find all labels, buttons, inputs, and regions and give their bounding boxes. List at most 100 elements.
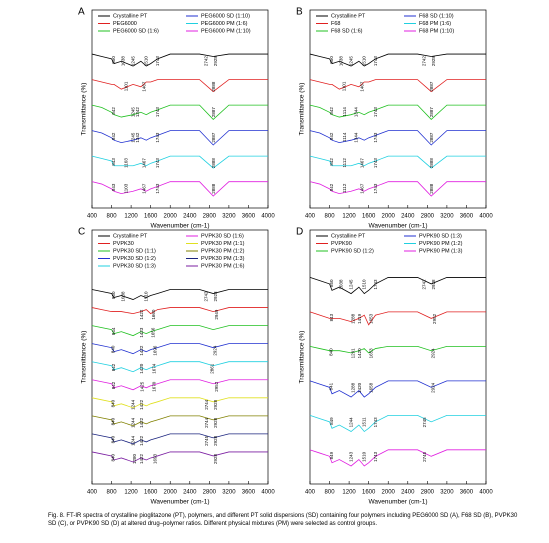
peak-label: 842 — [111, 132, 116, 140]
x-tick-label: 2800 — [203, 214, 217, 220]
peak-label: 1344 — [353, 132, 358, 143]
peak-label: 2887 — [429, 107, 434, 118]
peak-label: 1693 — [152, 453, 157, 464]
spectrum-line — [309, 277, 486, 295]
peak-label: 1245 — [348, 56, 353, 67]
panel-label: B — [296, 7, 303, 18]
peak-label: 842 — [111, 107, 116, 115]
legend-label: PVPK90 PM (1:2) — [419, 241, 463, 247]
peak-label: 2928 — [213, 56, 218, 67]
spectrum-line — [91, 343, 268, 355]
peak-label: 1291 — [351, 348, 356, 359]
peak-label: 1038 — [120, 291, 125, 302]
x-tick-label: 800 — [107, 214, 118, 220]
peak-label: 842 — [329, 107, 334, 115]
spectrum-line — [309, 104, 486, 121]
x-tick-label: 1200 — [342, 490, 356, 496]
x-tick-label: 3600 — [242, 214, 256, 220]
x-tick-label: 3600 — [242, 490, 256, 496]
peak-label: 840 — [111, 345, 116, 353]
peak-label: 1743 — [373, 158, 378, 169]
spectrum-line — [91, 325, 268, 337]
x-tick-label: 3200 — [440, 214, 454, 220]
peak-label: 2928 — [213, 417, 218, 428]
peak-label: 2928 — [213, 291, 218, 302]
peak-label: 1288 — [351, 382, 356, 393]
legend-label: PVPK30 PM (1:3) — [201, 256, 245, 262]
x-tick-label: 4000 — [261, 490, 275, 496]
peak-label: 1038 — [338, 279, 343, 290]
legend-label: F68 SD (1:10) — [419, 13, 454, 19]
peak-label: 2744 — [204, 399, 209, 410]
peak-label: 2928 — [431, 56, 436, 67]
peak-label: 1467 — [141, 183, 146, 194]
spectrum-line — [91, 104, 268, 121]
x-tick-label: 3600 — [460, 214, 474, 220]
x-tick-label: 1600 — [362, 214, 376, 220]
peak-label: 2928 — [213, 435, 218, 446]
peak-label: 1696 — [153, 345, 158, 356]
x-tick-label: 2000 — [164, 214, 178, 220]
spectrum-line — [91, 155, 268, 169]
legend-box — [312, 12, 484, 41]
spectrum-line — [309, 79, 486, 93]
y-axis-label: Transmittance (%) — [299, 331, 306, 384]
peak-label: 1743 — [373, 417, 378, 428]
peak-label: 1245 — [130, 107, 135, 118]
spectrum-line — [309, 311, 486, 326]
peak-label: 1103 — [124, 158, 129, 168]
peak-label: 1658 — [369, 382, 374, 393]
peak-label: 840 — [111, 417, 116, 425]
x-tick-label: 400 — [305, 214, 316, 220]
peak-label: 1467 — [141, 81, 146, 92]
legend-label: PVPK30 SD (1:1) — [113, 248, 156, 254]
spectrum-line — [309, 345, 486, 354]
peak-label: 1743 — [155, 132, 160, 143]
legend-label: PVPK30 PM (1:6) — [201, 263, 245, 269]
caption: Fig. 8. FT-IR spectra of crystalline pio… — [48, 513, 518, 527]
peak-label: 850 — [111, 56, 116, 64]
x-tick-label: 4000 — [261, 214, 275, 220]
peak-label: 1422 — [139, 417, 144, 428]
peak-label: 2745 — [204, 435, 209, 446]
x-axis-label: Wavenumber (cm-1) — [369, 499, 428, 506]
peak-label: 2742 — [422, 56, 427, 67]
peak-label: 2887 — [211, 107, 216, 118]
peak-label: 1101 — [341, 81, 346, 91]
peak-label: 1743 — [373, 132, 378, 143]
peak-label: 2928 — [213, 399, 218, 410]
peak-label: 1244 — [348, 417, 353, 428]
plot-frame — [91, 229, 269, 485]
peak-label: 843 — [111, 158, 116, 166]
peak-label: 1420 — [357, 382, 362, 393]
spectrum-line — [309, 414, 486, 433]
peak-label: 1510 — [361, 279, 366, 290]
peak-label: 842 — [329, 183, 334, 191]
peak-label: 1467 — [141, 158, 146, 169]
x-tick-label: 400 — [87, 490, 98, 496]
spectrum-line — [91, 307, 268, 315]
peak-label: 850 — [329, 279, 334, 287]
peak-label: 842 — [111, 381, 116, 389]
plot-frame — [309, 9, 487, 209]
x-tick-label: 2400 — [401, 214, 415, 220]
peak-label: 2924 — [213, 345, 218, 356]
spectrum-line — [91, 289, 268, 300]
x-axis-label: Wavenumber (cm-1) — [369, 223, 428, 230]
peak-label: 1038 — [338, 56, 343, 67]
peak-label: 1510 — [143, 56, 148, 67]
legend-box — [94, 12, 266, 41]
legend-label: F68 PM (1:6) — [419, 21, 451, 27]
peak-label: 2742 — [204, 291, 209, 302]
peak-label: 849 — [329, 451, 334, 459]
legend-label: PEG6000 PM (1:6) — [201, 21, 248, 27]
x-tick-label: 2400 — [183, 490, 197, 496]
peak-label: 1423 — [139, 327, 144, 338]
peak-label: 2861 — [210, 363, 215, 374]
peak-label: 1660 — [151, 309, 156, 320]
legend-label: PEG6000 PM (1:10) — [201, 28, 251, 34]
peak-label: 841 — [329, 382, 334, 390]
x-tick-label: 800 — [107, 490, 118, 496]
x-axis-label: Wavenumber (cm-1) — [151, 499, 210, 506]
